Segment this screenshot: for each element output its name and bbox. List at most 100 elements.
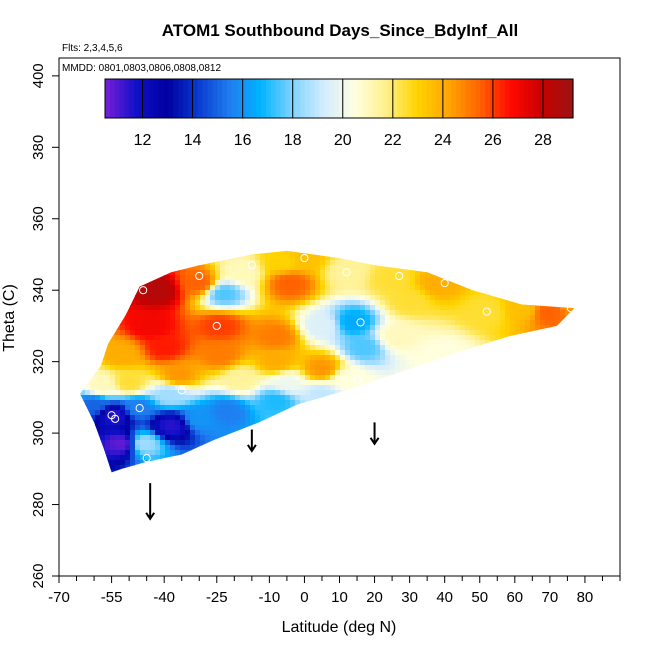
heatmap-cell bbox=[415, 350, 421, 356]
heatmap-cell bbox=[380, 285, 386, 291]
heatmap-cell bbox=[90, 385, 96, 391]
heatmap-cell bbox=[120, 385, 126, 391]
heatmap-cell bbox=[465, 315, 471, 321]
heatmap-cell bbox=[210, 400, 216, 406]
heatmap-cell bbox=[455, 325, 461, 331]
heatmap-cell bbox=[305, 325, 311, 331]
heatmap-cell bbox=[140, 395, 146, 401]
heatmap-cell bbox=[310, 335, 316, 341]
heatmap-cell bbox=[325, 315, 331, 321]
heatmap-cell bbox=[115, 415, 121, 421]
heatmap-cell bbox=[135, 390, 141, 396]
heatmap-cell bbox=[225, 385, 231, 391]
heatmap-cell bbox=[530, 310, 536, 316]
heatmap-cell bbox=[330, 375, 336, 381]
heatmap-cell bbox=[205, 435, 211, 441]
heatmap-cell bbox=[120, 395, 126, 401]
heatmap-cell bbox=[440, 290, 446, 296]
heatmap-cell bbox=[115, 440, 121, 446]
heatmap-cell bbox=[205, 305, 211, 311]
heatmap-cell bbox=[410, 320, 416, 326]
heatmap-cell bbox=[445, 305, 451, 311]
heatmap-cell bbox=[210, 315, 216, 321]
heatmap-cell bbox=[145, 385, 151, 391]
heatmap-cell bbox=[280, 390, 286, 396]
heatmap-cell bbox=[95, 405, 101, 411]
heatmap-cell bbox=[195, 420, 201, 426]
heatmap-cell bbox=[435, 295, 441, 301]
heatmap-cell bbox=[270, 285, 276, 291]
heatmap-cell bbox=[390, 275, 396, 281]
heatmap-cell bbox=[325, 320, 331, 326]
heatmap-cell bbox=[480, 295, 486, 301]
heatmap-cell bbox=[315, 385, 321, 391]
heatmap-cell bbox=[250, 260, 256, 266]
heatmap-cell bbox=[380, 275, 386, 281]
heatmap-cell bbox=[115, 420, 121, 426]
heatmap-cell bbox=[135, 365, 141, 371]
observation-circle bbox=[356, 318, 365, 327]
heatmap-cell bbox=[295, 320, 301, 326]
heatmap-cell bbox=[150, 340, 156, 346]
heatmap-cell bbox=[135, 425, 141, 431]
heatmap-cell bbox=[485, 295, 491, 301]
heatmap-cell bbox=[410, 330, 416, 336]
heatmap-cell bbox=[225, 345, 231, 351]
heatmap-cell bbox=[140, 315, 146, 321]
heatmap-cell bbox=[175, 365, 181, 371]
colorbar-tick-label: 12 bbox=[134, 132, 152, 149]
heatmap-cell bbox=[430, 280, 436, 286]
heatmap-cell bbox=[190, 320, 196, 326]
heatmap-cell bbox=[150, 455, 156, 461]
heatmap-cell bbox=[510, 315, 516, 321]
heatmap-cell bbox=[270, 360, 276, 366]
heatmap-cell bbox=[155, 360, 161, 366]
heatmap-cell bbox=[155, 365, 161, 371]
heatmap-cell bbox=[315, 275, 321, 281]
heatmap-cell bbox=[395, 350, 401, 356]
heatmap-cell bbox=[375, 340, 381, 346]
heatmap-cell bbox=[145, 335, 151, 341]
heatmap-cell bbox=[185, 400, 191, 406]
heatmap-cell bbox=[190, 355, 196, 361]
heatmap-cell bbox=[155, 335, 161, 341]
heatmap-cell bbox=[235, 390, 241, 396]
heatmap-cell bbox=[235, 415, 241, 421]
heatmap-cell bbox=[250, 360, 256, 366]
heatmap-cell bbox=[390, 290, 396, 296]
heatmap-cell bbox=[325, 375, 331, 381]
heatmap-cell bbox=[230, 260, 236, 266]
heatmap-cell bbox=[255, 280, 261, 286]
heatmap-cell bbox=[145, 325, 151, 331]
heatmap-cell bbox=[445, 320, 451, 326]
heatmap-cell bbox=[220, 365, 226, 371]
heatmap-cell bbox=[175, 295, 181, 301]
colorbar-tick-label: 16 bbox=[234, 132, 252, 149]
heatmap-cell bbox=[155, 330, 161, 336]
heatmap-cell bbox=[410, 275, 416, 281]
heatmap-cell bbox=[160, 435, 166, 441]
heatmap-cell bbox=[190, 330, 196, 336]
x-axis-label: Latitude (deg N) bbox=[282, 619, 397, 636]
heatmap-cell bbox=[165, 370, 171, 376]
heatmap-cell bbox=[110, 440, 116, 446]
heatmap-cell bbox=[355, 345, 361, 351]
heatmap-cell bbox=[425, 295, 431, 301]
heatmap-cell bbox=[445, 295, 451, 301]
heatmap-cell bbox=[290, 305, 296, 311]
heatmap-cell bbox=[210, 435, 216, 441]
heatmap-cell bbox=[190, 445, 196, 451]
heatmap-cell bbox=[220, 345, 226, 351]
colorbar-tick-label: 14 bbox=[184, 132, 202, 149]
heatmap-cell bbox=[270, 350, 276, 356]
heatmap-cell bbox=[345, 355, 351, 361]
heatmap-cell bbox=[150, 330, 156, 336]
heatmap-cell bbox=[450, 315, 456, 321]
heatmap-cell bbox=[315, 335, 321, 341]
heatmap-cell bbox=[155, 385, 161, 391]
heatmap-cell bbox=[100, 405, 106, 411]
colorbar-swatch bbox=[563, 79, 569, 118]
heatmap-cell bbox=[340, 295, 346, 301]
heatmap-cell bbox=[270, 405, 276, 411]
heatmap-cell bbox=[400, 305, 406, 311]
